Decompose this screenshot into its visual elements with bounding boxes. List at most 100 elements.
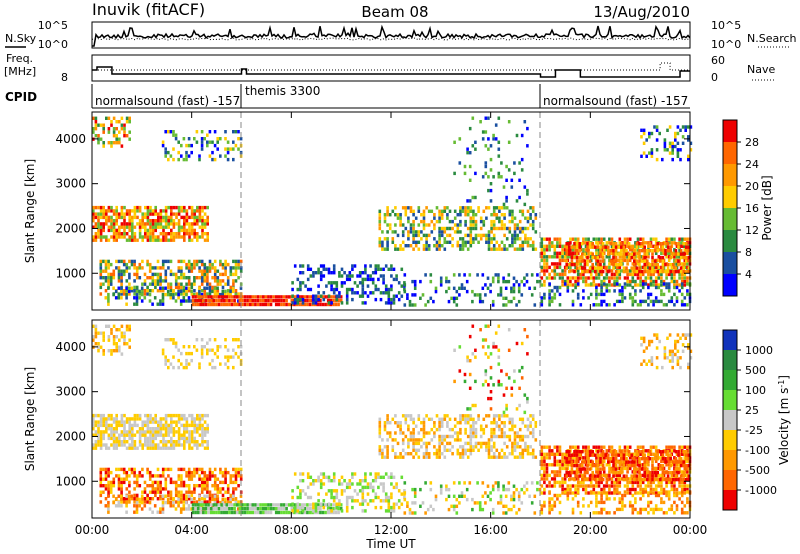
power-cell — [345, 277, 349, 282]
power-cell — [654, 285, 658, 290]
power-cell — [154, 228, 157, 233]
power-cell — [269, 299, 273, 303]
power-cell — [523, 185, 527, 189]
power-cell — [526, 192, 529, 196]
velocity-cell — [112, 443, 116, 447]
power-cell — [388, 223, 392, 227]
power-cell — [623, 276, 627, 280]
power-cell — [167, 130, 170, 134]
power-cell — [482, 219, 486, 224]
power-cell — [677, 262, 680, 267]
power-cell — [605, 272, 609, 277]
power-cell — [652, 237, 655, 241]
velocity-cell — [453, 417, 457, 421]
power-cell — [679, 252, 683, 256]
power-cell — [643, 249, 646, 253]
velocity-cell — [592, 477, 596, 481]
power-cell — [229, 292, 232, 297]
power-cell — [149, 228, 152, 233]
power-cell — [198, 276, 201, 280]
velocity-cell — [534, 421, 538, 425]
velocity-cell — [99, 443, 103, 447]
power-cell — [413, 303, 417, 307]
power-cell — [610, 283, 614, 287]
velocity-cell — [464, 427, 467, 432]
power-cell — [151, 212, 155, 216]
power-cell — [195, 292, 199, 296]
power-cell — [224, 266, 227, 270]
velocity-cell — [338, 479, 341, 483]
power-cell — [649, 299, 653, 304]
power-cell — [426, 299, 430, 304]
power-cell — [159, 209, 163, 213]
velocity-cell — [125, 504, 128, 508]
power-cell — [177, 212, 181, 216]
velocity-cell — [487, 452, 491, 456]
velocity-cell — [451, 445, 454, 449]
power-cell — [413, 293, 417, 297]
power-cell — [154, 209, 157, 213]
velocity-cell — [138, 470, 142, 475]
power-cell — [612, 249, 615, 253]
power-cell — [135, 299, 139, 303]
power-cell — [261, 299, 265, 303]
power-cell — [264, 299, 268, 303]
power-cell — [636, 248, 640, 252]
velocity-cell — [400, 502, 404, 506]
power-cell — [648, 262, 652, 267]
power-cell — [550, 296, 554, 300]
velocity-cell — [579, 484, 583, 488]
power-cell — [110, 222, 113, 226]
power-cell — [648, 131, 651, 136]
velocity-cell — [492, 417, 496, 421]
power-cell — [600, 241, 603, 245]
power-cell — [521, 213, 525, 217]
power-cell — [200, 272, 204, 277]
velocity-cell — [219, 490, 222, 494]
power-cell — [225, 295, 229, 299]
power-cell — [666, 266, 670, 270]
power-cell — [198, 157, 201, 162]
power-cell — [503, 206, 506, 210]
power-cell — [125, 232, 129, 236]
velocity-cell — [503, 414, 506, 418]
velocity-cell — [337, 507, 340, 511]
power-cell — [605, 269, 609, 273]
power-cell — [92, 209, 95, 213]
velocity-cell — [162, 443, 165, 447]
power-cell — [644, 282, 648, 286]
power-cell — [676, 151, 680, 155]
velocity-cell — [382, 499, 385, 503]
power-cell — [592, 303, 596, 307]
velocity-cell — [582, 456, 585, 460]
power-cell — [177, 219, 181, 223]
velocity-cell — [482, 441, 486, 446]
velocity-cell — [175, 430, 178, 434]
power-cell — [379, 267, 383, 271]
power-cell — [280, 295, 283, 299]
power-cell — [407, 230, 410, 234]
velocity-cell — [540, 452, 544, 456]
velocity-cell — [229, 493, 233, 498]
velocity-cell — [148, 484, 152, 488]
velocity-cell — [202, 503, 205, 507]
velocity-cell — [525, 481, 529, 485]
power-cell — [644, 241, 648, 245]
power-cell — [494, 137, 498, 141]
velocity-cell — [327, 509, 331, 513]
velocity-cell — [531, 414, 535, 418]
velocity-cell — [487, 414, 491, 418]
velocity-cell — [149, 417, 152, 421]
velocity-cell — [440, 434, 444, 439]
velocity-cell — [144, 423, 147, 428]
velocity-cell — [188, 430, 191, 434]
velocity-cell — [556, 473, 559, 478]
velocity-cell — [453, 438, 457, 442]
power-cell — [191, 295, 195, 299]
power-cell — [216, 140, 219, 144]
power-cell — [386, 247, 389, 251]
power-cell — [112, 130, 116, 134]
power-cell — [412, 213, 415, 217]
velocity-cell — [361, 492, 365, 496]
